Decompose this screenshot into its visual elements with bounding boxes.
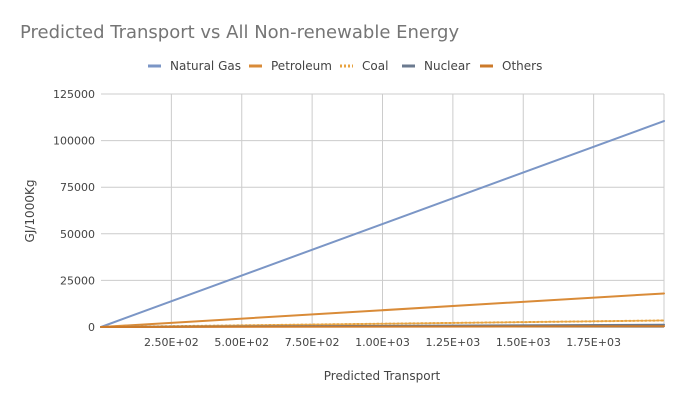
- y-tick-label: 125000: [53, 88, 95, 101]
- legend-label: Natural Gas: [170, 59, 241, 73]
- x-tick-label: 2.50E+02: [144, 336, 199, 349]
- x-tick-label: 5.00E+02: [214, 336, 269, 349]
- x-tick-label: 7.50E+02: [285, 336, 340, 349]
- series-line-others: [100, 325, 665, 328]
- y-tick-label: 100000: [53, 135, 95, 148]
- series-line-natural-gas: [100, 120, 665, 328]
- y-tick-label: 50000: [60, 228, 95, 241]
- chart-title: Predicted Transport vs All Non-renewable…: [20, 22, 459, 43]
- y-axis-ticks: 0 25000 50000 75000 100000 125000: [53, 88, 95, 334]
- x-tick-label: 1.00E+03: [355, 336, 410, 349]
- legend-label: Coal: [362, 59, 388, 73]
- series-line-petroleum: [100, 292, 665, 328]
- legend-label: Nuclear: [424, 59, 470, 73]
- x-axis-ticks: 2.50E+02 5.00E+02 7.50E+02 1.00E+03 1.25E+03…: [144, 336, 621, 349]
- x-tick-label: 1.50E+03: [496, 336, 551, 349]
- y-tick-label: 75000: [60, 181, 95, 194]
- gridlines: [101, 93, 665, 328]
- x-tick-label: 1.25E+03: [426, 336, 481, 349]
- legend-label: Petroleum: [271, 59, 332, 73]
- y-tick-label: 25000: [60, 274, 95, 287]
- series-lines: [100, 120, 665, 328]
- y-tick-label: 0: [88, 321, 95, 334]
- x-tick-label: 1.75E+03: [566, 336, 621, 349]
- legend: Natural Gas Petroleum Coal Nuclear Others: [148, 59, 542, 73]
- x-axis-label: Predicted Transport: [324, 369, 441, 383]
- y-axis-label: GJ/1000Kg: [23, 180, 37, 243]
- legend-label: Others: [502, 59, 542, 73]
